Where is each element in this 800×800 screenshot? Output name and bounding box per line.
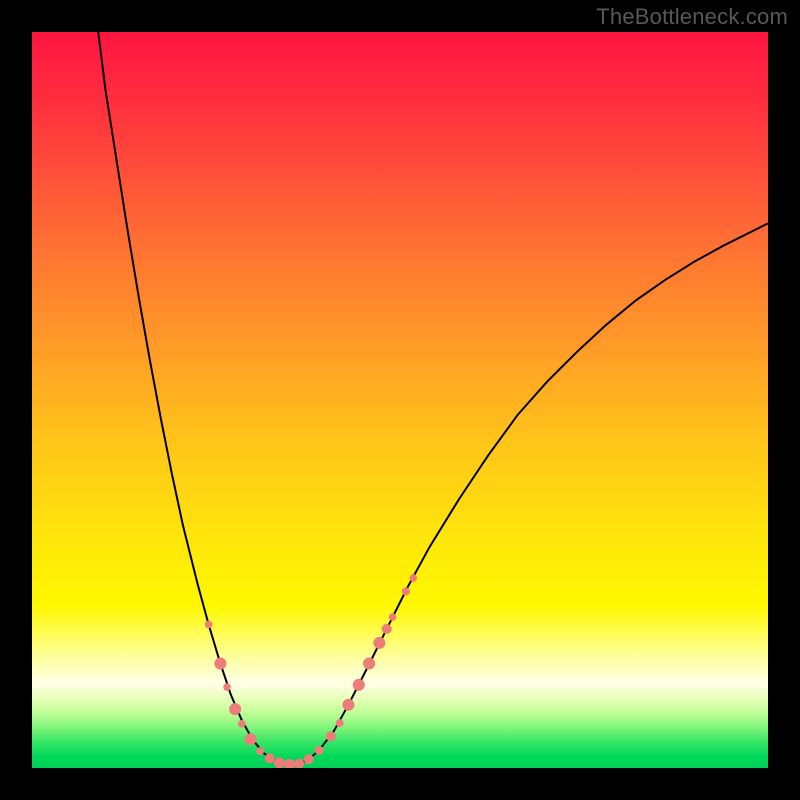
marker-point xyxy=(245,733,257,745)
marker-point xyxy=(326,731,336,741)
gradient-background xyxy=(32,32,768,768)
chart-svg xyxy=(32,32,768,768)
plot-area xyxy=(32,32,768,768)
marker-point xyxy=(229,703,241,715)
marker-point xyxy=(389,613,397,621)
marker-point xyxy=(265,753,275,763)
marker-point xyxy=(373,637,385,649)
marker-point xyxy=(238,720,246,728)
marker-point xyxy=(336,719,344,727)
marker-point xyxy=(304,754,314,764)
chart-container: TheBottleneck.com xyxy=(0,0,800,800)
marker-point xyxy=(363,657,375,669)
marker-point xyxy=(342,699,354,711)
watermark-text: TheBottleneck.com xyxy=(596,4,788,30)
marker-point xyxy=(409,574,417,582)
marker-point xyxy=(256,747,264,755)
marker-point xyxy=(205,621,213,629)
marker-point xyxy=(274,757,285,768)
marker-point xyxy=(214,657,226,669)
marker-point xyxy=(353,679,365,691)
marker-point xyxy=(315,746,324,755)
marker-point xyxy=(402,587,410,595)
marker-point xyxy=(382,624,392,634)
marker-point xyxy=(223,683,231,691)
